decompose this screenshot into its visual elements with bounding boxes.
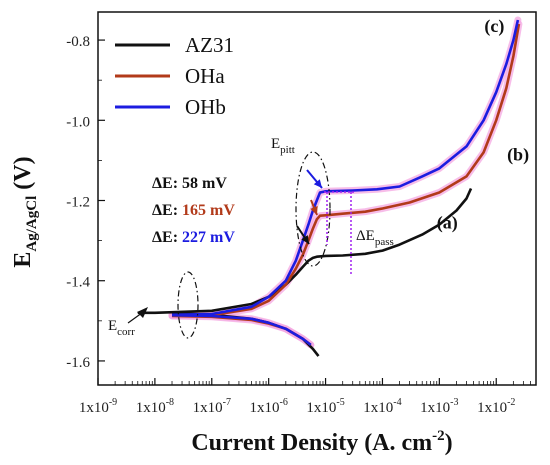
curve-az31-anodic [137,187,473,315]
y-tick-label: -1.6 [66,355,90,371]
e-pitt-label: Epitt [271,136,295,156]
x-tick-label: 1x10-5 [306,397,344,416]
delta-e-value: ΔE: 227 mV [152,229,235,246]
curve-tag-az31: (a) [437,213,458,234]
x-tick-label: 1x10-7 [193,397,231,416]
e-corr-ellipse [177,271,199,339]
y-tick-label: -1.2 [66,195,90,211]
x-tick-label: 1x10-4 [363,397,401,416]
y-axis-title: EAg/AgCl (V) [10,156,40,267]
y-tick-label: -0.8 [66,34,90,50]
pitting-arrowhead [301,235,309,244]
annotations: (a) (b) (c) Ecorr Epitt ΔEpass ΔE: 58 mV ΔE: 16… [108,16,529,339]
legend-label-oha: OHa [185,64,225,88]
x-tick-label: 1x10-2 [477,397,515,416]
delta-e-pass-label: ΔEpass [356,228,394,248]
legend-label-ohb: OHb [185,95,226,119]
x-tick-label: 1x10-9 [79,397,117,416]
x-axis-title: Current Density (A. cm-2) [191,428,452,456]
e-corr-arrowhead [137,307,148,318]
e-pitt-ellipse [295,151,331,267]
x-tick-label: 1x10-8 [136,397,174,416]
x-axis-ticks: 1x10-9 1x10-8 1x10-7 1x10-6 1x10-5 1x10-4 1x10… [79,378,537,416]
curve-tag-ohb: (c) [484,16,504,37]
delta-e-value: ΔE: 165 mV [152,202,235,219]
legend: AZ31 OHa OHb [115,33,234,119]
e-corr-label: Ecorr [108,318,135,338]
x-tick-label: 1x10-3 [420,397,458,416]
pitting-arrowhead [313,179,322,188]
curve-ohb-cathodic [171,313,312,346]
legend-label-az31: AZ31 [185,33,234,57]
curve-oha-anodic [171,23,521,317]
y-axis-ticks: -0.8 -1.0 -1.2 -1.4 -1.6 [66,34,105,371]
y-tick-label: -1.0 [66,114,90,130]
y-tick-label: -1.4 [66,275,90,291]
pitting-arrowhead [310,206,318,215]
delta-e-value: ΔE: 58 mV [152,175,227,192]
curve-tag-oha: (b) [507,144,529,165]
x-tick-label: 1x10-6 [250,397,288,416]
